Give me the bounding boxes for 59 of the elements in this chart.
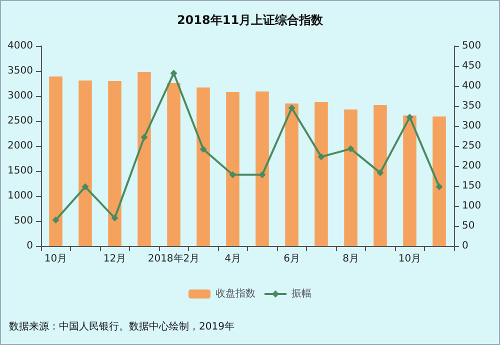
- x-tick-label: 10月: [398, 254, 422, 264]
- point: [347, 145, 354, 152]
- bar: [285, 104, 298, 246]
- point: [140, 134, 148, 141]
- bar: [314, 102, 328, 246]
- bar: [78, 80, 92, 246]
- bar: [403, 116, 416, 246]
- y-tick-label: 3500: [8, 66, 33, 76]
- bar: [374, 105, 387, 246]
- point: [200, 146, 207, 153]
- bar: [196, 88, 210, 246]
- legend-label: 振幅: [292, 288, 312, 300]
- point: [170, 70, 178, 77]
- bar: [49, 76, 62, 246]
- bar: [138, 72, 151, 246]
- point: [406, 114, 414, 121]
- point: [318, 153, 325, 160]
- y-tick-label: 0: [26, 240, 33, 252]
- point: [111, 214, 118, 222]
- y-tick-label: 1500: [8, 166, 33, 176]
- point: [258, 171, 266, 178]
- y2-tick-label: 350: [462, 100, 482, 112]
- y2-tick-label: 400: [462, 80, 482, 92]
- point: [376, 169, 384, 176]
- bar: [432, 116, 446, 246]
- y2-tick-label: 450: [462, 60, 482, 72]
- y-tick-label: 4000: [8, 40, 33, 52]
- y2-tick-label: 500: [462, 40, 482, 52]
- point: [229, 171, 236, 178]
- bar: [226, 92, 240, 246]
- source-note: 数据来源：中国人民银行。数据中心绘制，2019年: [9, 320, 234, 332]
- point: [436, 183, 443, 190]
- legend-label: 收盘指数: [216, 288, 256, 300]
- chart-title: 2018年11月上证综合指数: [176, 13, 324, 27]
- y2-tick-label: 100: [462, 200, 482, 212]
- x-tick-label: 12月: [103, 254, 126, 264]
- y-tick-label: 2000: [8, 140, 33, 152]
- y-tick-label: 500: [14, 216, 33, 226]
- x-tick-label: 6月: [284, 254, 300, 264]
- y2-tick-label: 50: [462, 220, 475, 232]
- y2-tick-label: 150: [462, 180, 482, 192]
- x-tick-label: 2018年2月: [148, 252, 200, 264]
- point: [82, 183, 89, 190]
- bar: [167, 83, 180, 246]
- bar: [256, 92, 269, 246]
- x-tick-label: 10月: [44, 254, 68, 264]
- y2-tick-label: 300: [462, 120, 482, 132]
- y-tick-label: 3000: [8, 90, 33, 102]
- x-tick-label: 4月: [224, 254, 241, 264]
- x-tick-label: 8月: [342, 254, 359, 264]
- y-tick-label: 1000: [8, 190, 33, 202]
- y2-tick-label: 250: [462, 140, 482, 152]
- bar: [344, 110, 358, 246]
- point: [288, 104, 296, 112]
- point: [52, 216, 60, 224]
- y2-tick-label: 200: [462, 160, 482, 172]
- bar: [108, 81, 122, 246]
- y-tick-label: 2500: [8, 116, 33, 126]
- y2-tick-label: 0: [462, 240, 468, 252]
